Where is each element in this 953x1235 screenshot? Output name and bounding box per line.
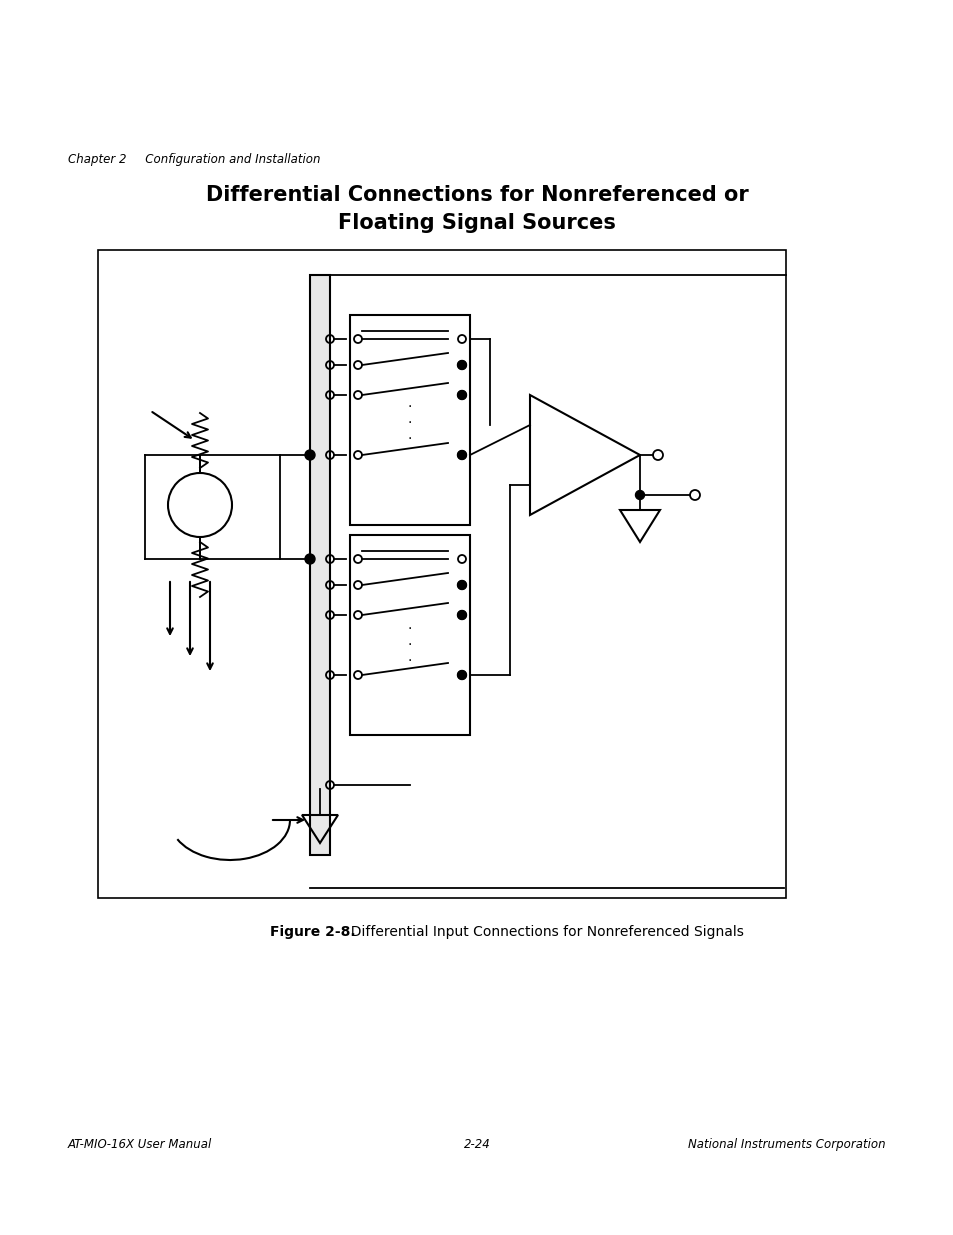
Circle shape — [457, 610, 466, 620]
Text: Figure 2-8.: Figure 2-8. — [270, 925, 355, 939]
Circle shape — [305, 555, 314, 564]
Circle shape — [457, 580, 466, 589]
Text: AT-MIO-16X User Manual: AT-MIO-16X User Manual — [68, 1137, 212, 1151]
Circle shape — [457, 390, 466, 399]
Text: Differential Input Connections for Nonreferenced Signals: Differential Input Connections for Nonre… — [341, 925, 743, 939]
Text: 2-24: 2-24 — [463, 1137, 490, 1151]
Circle shape — [457, 361, 466, 369]
Text: National Instruments Corporation: National Instruments Corporation — [688, 1137, 885, 1151]
Text: ·
·
·: · · · — [407, 621, 412, 668]
Bar — [350, 535, 470, 735]
Bar — [98, 249, 785, 898]
Circle shape — [635, 490, 644, 499]
Circle shape — [457, 671, 466, 679]
Bar — [350, 315, 470, 525]
Text: ·
·
·: · · · — [407, 400, 412, 446]
Text: Floating Signal Sources: Floating Signal Sources — [337, 212, 616, 233]
Bar — [310, 275, 330, 855]
Circle shape — [305, 450, 314, 459]
Text: Differential Connections for Nonreferenced or: Differential Connections for Nonreferenc… — [206, 185, 747, 205]
Circle shape — [457, 451, 466, 459]
Text: Chapter 2     Configuration and Installation: Chapter 2 Configuration and Installation — [68, 153, 320, 165]
